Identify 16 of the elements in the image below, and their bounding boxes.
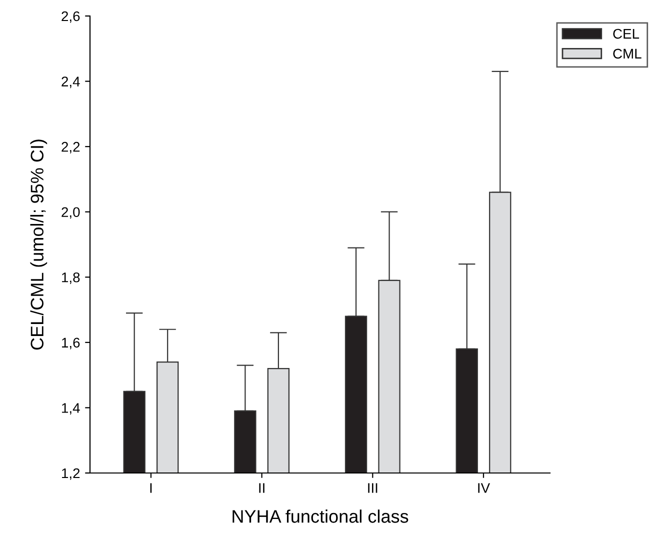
y-tick-label: 2,4 [62, 76, 80, 88]
x-tick-label: II [259, 483, 264, 493]
x-tick-label: I [150, 483, 152, 493]
x-tick-label: IV [478, 483, 490, 493]
y-axis-title: CEL/CML (umol/l; 95% CI) [30, 140, 48, 350]
legend-label: CML [613, 48, 642, 59]
y-tick-label: 2,6 [62, 11, 80, 23]
y-tick-label: 1,4 [62, 403, 80, 415]
y-tick-label: 1,8 [62, 272, 80, 284]
y-tick-label: 2,0 [62, 207, 80, 219]
x-axis-title: NYHA functional class [232, 510, 408, 523]
y-tick-label: 2,2 [62, 142, 80, 154]
x-tick-label: III [368, 483, 378, 493]
y-tick-label: 1,6 [62, 338, 80, 350]
y-tick-label: 1,2 [62, 468, 80, 480]
legend-label: CEL [613, 28, 640, 39]
